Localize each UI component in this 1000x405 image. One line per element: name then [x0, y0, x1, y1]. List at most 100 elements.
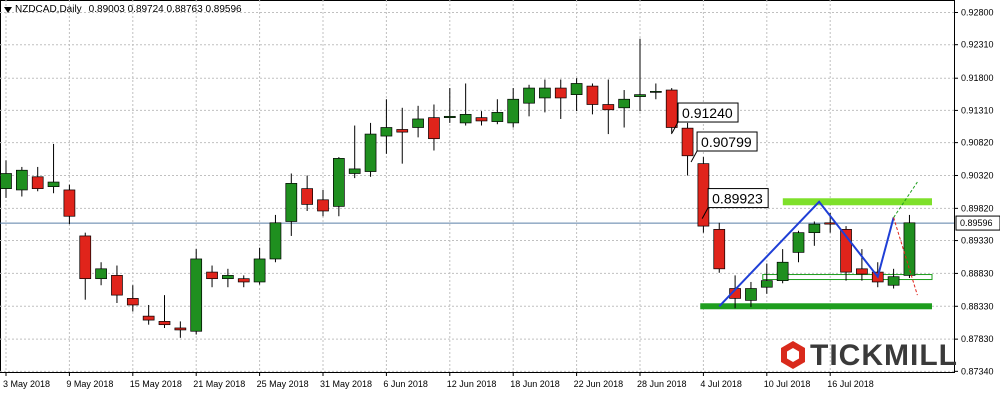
candle-bull: [760, 280, 773, 288]
candle-bear: [681, 127, 694, 157]
x-tick-label: 10 Jul 2018: [764, 379, 811, 389]
candle-bear: [554, 87, 567, 99]
projection-up-line: [893, 181, 918, 218]
price-callout-pointer: [671, 121, 679, 134]
y-tick-label: 0.91310: [961, 105, 994, 115]
support-level: [700, 303, 932, 310]
x-tick-label: 16 Jul 2018: [827, 379, 874, 389]
x-tick-label: 9 May 2018: [66, 379, 113, 389]
y-tick-label: 0.92310: [961, 40, 994, 50]
candle-bear: [174, 327, 187, 331]
candle-bull: [95, 268, 107, 280]
x-tick-label: 31 May 2018: [320, 379, 372, 389]
x-tick-label: 4 Jul 2018: [700, 379, 742, 389]
logo-wordmark: TICKMILL: [810, 339, 958, 372]
chart-header: NZDCAD,Daily 0.89003 0.89724 0.88763 0.8…: [4, 4, 242, 15]
candle-bull: [491, 112, 504, 122]
current-price-tag: [955, 215, 1000, 231]
price-callout-box: [707, 188, 769, 209]
x-tick-label: 15 May 2018: [130, 379, 182, 389]
candle-bull: [16, 169, 28, 191]
candle-bear: [856, 268, 868, 275]
candle-bear: [602, 104, 615, 111]
candle-bull: [47, 181, 60, 188]
price-callout: 0.91240: [671, 102, 739, 134]
candle-bear: [586, 85, 599, 105]
y-tick-label: 0.90320: [961, 170, 994, 180]
candle-bull: [776, 261, 789, 281]
candle-bull: [333, 158, 345, 207]
candle-bear: [824, 222, 837, 225]
candle-bull: [0, 173, 12, 189]
candle-bull: [649, 91, 662, 93]
candle-bull: [634, 94, 646, 97]
price-callout-pointer: [701, 207, 709, 219]
candle-bear: [840, 229, 852, 273]
x-tick-label: 28 Jun 2018: [637, 379, 687, 389]
candle-bull: [285, 183, 298, 222]
candle-bear: [713, 229, 726, 270]
price-callout-box: [677, 102, 739, 123]
projection-down-line: [893, 217, 918, 296]
candle-bull: [570, 83, 583, 95]
candle-bull: [190, 258, 203, 332]
price-callout: 0.90799: [690, 131, 758, 163]
candle-bear: [79, 235, 92, 280]
candle-bull: [412, 118, 424, 128]
pattern-line: [718, 200, 895, 307]
plot-frame: [0, 0, 955, 373]
candle-bear: [301, 188, 313, 205]
candle-bull: [222, 275, 234, 280]
candle-bull: [507, 98, 520, 124]
x-tick-label: 12 Jun 2018: [447, 379, 497, 389]
logo-hexagon-inner: [787, 348, 799, 362]
y-tick-label: 0.88830: [961, 268, 994, 278]
candle-bear: [142, 315, 155, 321]
candle-bear: [111, 275, 123, 296]
tickmill-logo: TICKMILL: [781, 339, 958, 372]
ohlc-values: 0.89003 0.89724 0.88763 0.89596: [88, 4, 242, 15]
x-tick-label: 21 May 2018: [193, 379, 245, 389]
symbol-label: NZDCAD,Daily: [15, 4, 82, 15]
candle-bear: [396, 129, 409, 133]
candle-bull: [523, 87, 535, 104]
candle-bear: [475, 117, 488, 122]
y-tick-label: 0.87830: [961, 334, 994, 344]
candle-bear: [317, 199, 329, 212]
price-callout: 0.89923: [701, 188, 769, 219]
candle-bear: [428, 117, 440, 140]
y-tick-label: 0.89330: [961, 236, 994, 246]
y-tick-label: 0.87340: [961, 366, 994, 376]
candle-bear: [665, 89, 678, 128]
x-tick-label: 6 Jun 2018: [383, 379, 428, 389]
candle-bear: [31, 176, 44, 189]
y-tick-label: 0.88330: [961, 301, 994, 311]
x-tick-label: 18 Jun 2018: [510, 379, 560, 389]
candle-bull: [792, 232, 805, 253]
candle-bull: [380, 127, 393, 137]
candle-bear: [126, 298, 139, 306]
candle-bull: [364, 133, 377, 172]
resistance-level: [782, 198, 932, 206]
price-callout-pointer: [690, 150, 698, 163]
candle-bull: [443, 115, 456, 118]
candle-bull: [745, 288, 757, 301]
candle-bull: [808, 223, 821, 234]
candle-bull: [903, 222, 916, 276]
candle-bear: [63, 189, 76, 217]
candle-bull: [269, 222, 282, 260]
y-tick-label: 0.90820: [961, 138, 994, 148]
candle-bull: [887, 276, 900, 286]
candle-bear: [237, 278, 250, 283]
price-callout-label: 0.91240: [682, 105, 733, 121]
candle-bull: [539, 87, 551, 99]
price-callout-label: 0.89923: [712, 191, 763, 207]
chart-menu-arrow-icon[interactable]: [4, 6, 12, 13]
candle-bull: [459, 114, 472, 124]
candle-bull: [348, 168, 361, 174]
candle-bull: [253, 258, 266, 283]
price-callout-label: 0.90799: [701, 134, 752, 150]
neckline-level: [762, 274, 933, 281]
